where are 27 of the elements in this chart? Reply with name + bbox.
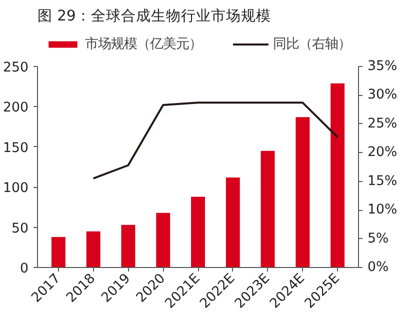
bar <box>330 83 345 268</box>
y2-tick-label: 15% <box>368 174 398 189</box>
y-tick-label: 0 <box>20 262 29 276</box>
y-tick-label: 50 <box>12 221 29 236</box>
y-tick-label: 150 <box>3 140 29 156</box>
y-tick-label: 200 <box>3 100 29 116</box>
y2-tick-label: 25% <box>368 116 398 132</box>
y-tick-label: 100 <box>3 181 29 196</box>
bar <box>86 231 100 268</box>
line-series <box>92 102 339 180</box>
bar <box>121 224 136 268</box>
bar <box>296 117 310 268</box>
bar <box>226 177 240 268</box>
y2-tick-label: 5% <box>368 231 389 246</box>
legend-label: 同比（右轴） <box>273 36 351 52</box>
legend-label: 市场规模（亿美元） <box>85 36 202 52</box>
y2-tick-label: 20% <box>368 145 398 160</box>
chart-title: 图 29：全球合成生物行业市场规模 <box>38 8 271 24</box>
y2-tick-label: 35% <box>368 59 398 74</box>
y2-tick-label: 30% <box>368 88 398 103</box>
bar <box>260 150 275 268</box>
y-tick-label: 250 <box>3 60 29 76</box>
bar <box>51 236 66 268</box>
bar <box>191 196 205 268</box>
y2-tick-label: 10% <box>368 202 398 218</box>
y2-tick-label: 0% <box>368 260 389 275</box>
bar <box>156 212 170 268</box>
